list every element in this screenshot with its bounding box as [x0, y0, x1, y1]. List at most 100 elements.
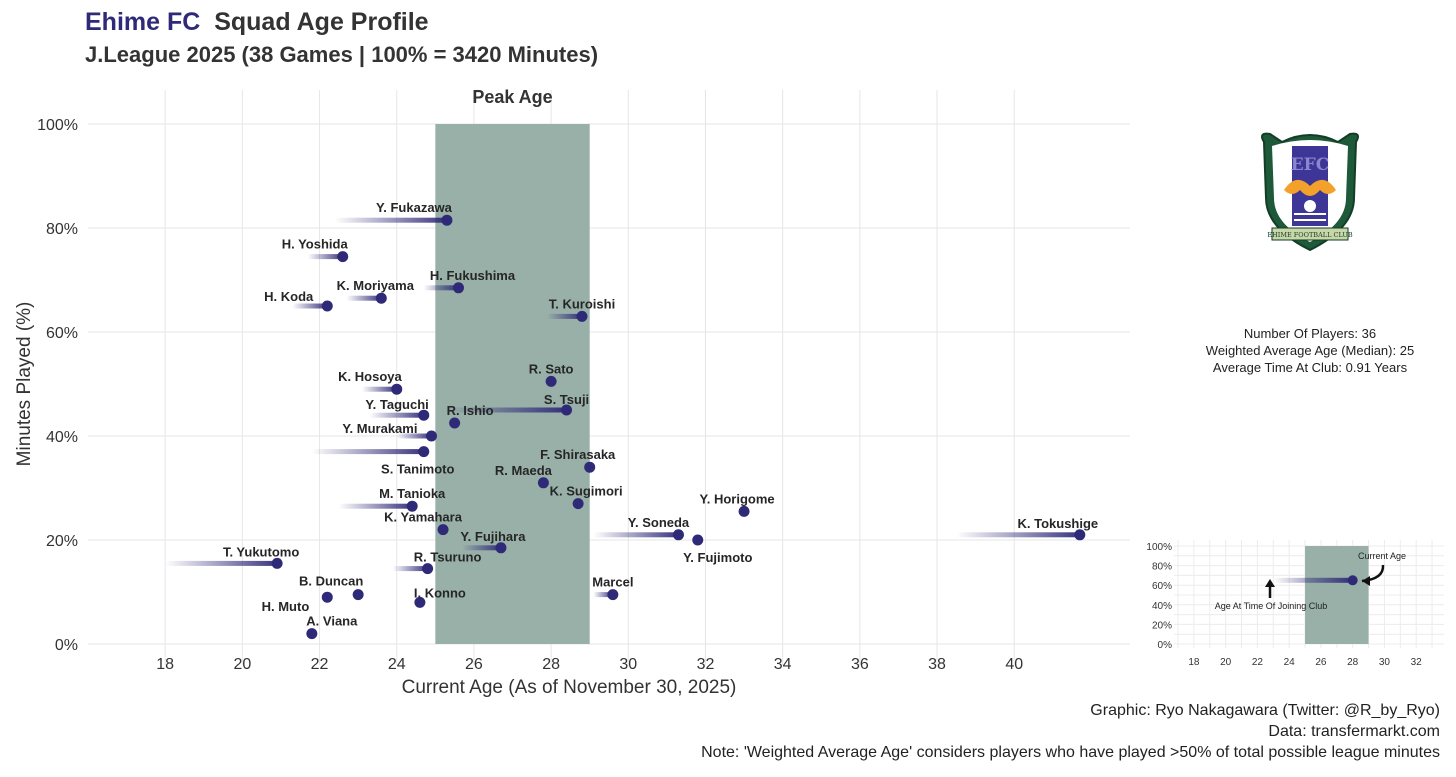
tenure-trail	[165, 560, 278, 566]
crest-banner: EHIME FOOTBALL CLUB	[1267, 231, 1353, 239]
player-label: H. Yoshida	[282, 237, 349, 252]
player-point	[337, 251, 349, 263]
player-label: T. Yukutomo	[223, 544, 299, 559]
legend-current-age-label: Current Age	[1358, 551, 1406, 561]
legend-y-tick-label: 40%	[1152, 601, 1172, 612]
legend-y-tick-label: 60%	[1152, 581, 1172, 592]
player-label: Y. Murakami	[342, 421, 417, 436]
tenure-trail	[311, 449, 424, 455]
legend-y-tick-label: 100%	[1146, 542, 1172, 553]
player-point	[576, 310, 588, 322]
player-label: T. Kuroishi	[549, 296, 615, 311]
player-label: H. Fukushima	[430, 268, 516, 283]
legend-x-tick-label: 28	[1347, 657, 1359, 668]
axes: 18 20 22 24 26 28 30 32 34 36 38 40 0% 20% 40% 60% 80% 10…	[14, 117, 1023, 698]
player-label: R. Ishio	[447, 403, 494, 418]
tenure-trail	[346, 295, 382, 301]
y-axis-label: Minutes Played (%)	[14, 302, 35, 467]
player-label: Y. Fujihara	[460, 529, 526, 544]
footnote: Note: 'Weighted Average Age' considers p…	[701, 744, 1440, 761]
legend-x-tick-label: 20	[1220, 657, 1232, 668]
player-point	[441, 214, 453, 226]
y-tick-label: 80%	[46, 221, 78, 238]
x-axis-label: Current Age (As of November 30, 2025)	[402, 677, 737, 698]
chart-subtitle: J.League 2025 (38 Games | 100% = 3420 Mi…	[85, 42, 599, 67]
player-label: K. Moriyama	[337, 278, 415, 293]
x-tick-label: 38	[928, 656, 946, 673]
player-point	[391, 383, 403, 395]
player-point	[545, 375, 557, 387]
player-label: Y. Soneda	[628, 515, 690, 530]
player-label: K. Tokushige	[1018, 516, 1099, 531]
legend-arrowhead	[1362, 576, 1370, 586]
player-label: A. Viana	[306, 614, 358, 629]
legend-x-tick-label: 22	[1252, 657, 1264, 668]
tenure-trail	[462, 545, 501, 551]
player-point	[271, 557, 283, 569]
y-tick-label: 20%	[46, 533, 78, 550]
legend-arrowhead	[1265, 579, 1275, 587]
club-crest-logo: EFC EHIME FOOTBALL CLUB	[1261, 132, 1359, 252]
captions: Graphic: Ryo Nakagawara (Twitter: @R_by_…	[701, 700, 1440, 763]
legend-x-tick-label: 18	[1188, 657, 1200, 668]
players-count: Number Of Players: 36	[1243, 326, 1377, 341]
player-points	[271, 214, 1086, 640]
player-label: Y. Taguchi	[365, 397, 428, 412]
player-point	[406, 500, 418, 512]
player-label: R. Tsuruno	[414, 550, 482, 565]
player-point	[321, 591, 333, 603]
tenure-trail	[292, 303, 328, 309]
x-tick-label: 22	[311, 656, 329, 673]
player-point	[572, 498, 584, 510]
player-point	[418, 409, 430, 421]
legend-x-tick-label: 32	[1411, 657, 1423, 668]
player-point	[306, 628, 318, 640]
legend-point	[1347, 575, 1358, 586]
y-tick-label: 100%	[37, 117, 78, 134]
legend-y-tick-label: 20%	[1152, 620, 1172, 631]
player-label: K. Sugimori	[550, 484, 623, 499]
player-label: B. Duncan	[299, 574, 363, 589]
player-point	[425, 430, 437, 442]
legend-y-tick-label: 0%	[1158, 640, 1173, 651]
player-point	[449, 417, 461, 429]
player-point	[375, 292, 387, 304]
player-label: R. Sato	[529, 361, 574, 376]
player-point	[607, 589, 619, 601]
weighted-average-age: Weighted Average Age (Median): 25	[1205, 343, 1415, 358]
player-label: Y. Fujimoto	[683, 550, 752, 565]
squad-summary: Number Of Players: 36 Weighted Average A…	[1170, 325, 1450, 376]
chart-title: Ehime FC Squad Age Profile	[85, 8, 429, 37]
peak-age-label: Peak Age	[472, 87, 552, 107]
player-point	[352, 589, 364, 601]
tenure-trail	[334, 217, 447, 223]
legend-mini-chart: 18 20 22 24 26 28 30 32 0% 20% 40% 60% 80% 100% Curren…	[1146, 540, 1444, 668]
player-point	[738, 505, 750, 517]
player-point	[537, 477, 549, 489]
tenure-trail	[396, 433, 432, 439]
data-source: Data: transfermarkt.com	[1268, 723, 1440, 740]
player-label: S. Tanimoto	[381, 462, 454, 477]
legend-trail	[1273, 577, 1353, 583]
x-tick-label: 24	[388, 656, 406, 673]
tenure-trail	[423, 285, 459, 291]
x-tick-label: 40	[1005, 656, 1023, 673]
x-tick-label: 28	[542, 656, 560, 673]
peak-age-band-group: Peak Age	[435, 87, 590, 644]
y-tick-label: 0%	[55, 637, 78, 654]
player-point	[414, 596, 426, 608]
x-tick-label: 18	[156, 656, 174, 673]
player-label: K. Yamahara	[384, 510, 463, 525]
x-tick-label: 32	[697, 656, 715, 673]
x-tick-label: 36	[851, 656, 869, 673]
tenure-trail	[956, 532, 1080, 538]
legend-joined-label: Age At Time Of Joining Club	[1215, 601, 1328, 611]
player-label: Y. Fukazawa	[376, 200, 453, 215]
tenure-trail	[593, 592, 613, 598]
legend-x-tick-label: 30	[1379, 657, 1391, 668]
player-point	[422, 563, 434, 575]
player-label: M. Tanioka	[379, 486, 446, 501]
y-tick-label: 40%	[46, 429, 78, 446]
player-point	[692, 534, 704, 546]
tenure-trail	[593, 532, 679, 538]
